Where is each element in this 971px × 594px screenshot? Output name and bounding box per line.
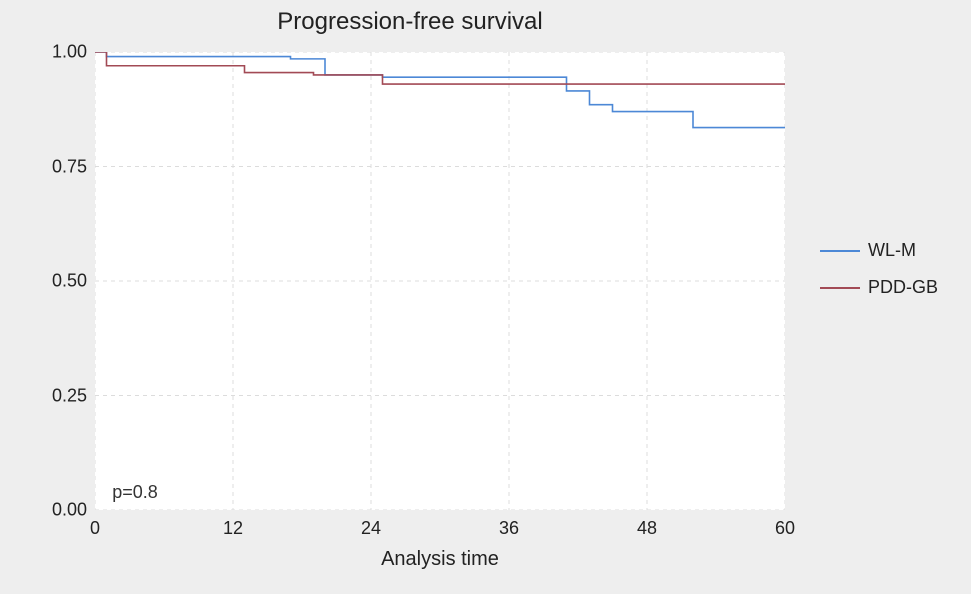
- legend: WL-M PDD-GB: [820, 240, 938, 314]
- x-axis-label: Analysis time: [0, 548, 880, 571]
- y-tick-label: 1.00: [17, 42, 87, 63]
- legend-item: PDD-GB: [820, 277, 938, 298]
- y-tick-label: 0.75: [17, 156, 87, 177]
- y-tick-label: 0.25: [17, 385, 87, 406]
- x-tick-label: 0: [90, 518, 100, 539]
- x-tick-label: 60: [775, 518, 795, 539]
- x-tick-label: 48: [637, 518, 657, 539]
- chart-title: Progression-free survival: [0, 8, 820, 36]
- plot-area: [95, 52, 785, 510]
- series-line: [95, 52, 785, 128]
- legend-item: WL-M: [820, 240, 938, 261]
- x-tick-label: 12: [223, 518, 243, 539]
- y-tick-label: 0.00: [17, 500, 87, 521]
- y-tick-label: 0.50: [17, 271, 87, 292]
- plot-svg: [95, 52, 785, 510]
- p-value-annotation: p=0.8: [112, 482, 158, 503]
- legend-label: WL-M: [868, 240, 916, 261]
- legend-swatch: [820, 250, 860, 252]
- legend-swatch: [820, 287, 860, 289]
- x-tick-label: 24: [361, 518, 381, 539]
- x-tick-label: 36: [499, 518, 519, 539]
- legend-label: PDD-GB: [868, 277, 938, 298]
